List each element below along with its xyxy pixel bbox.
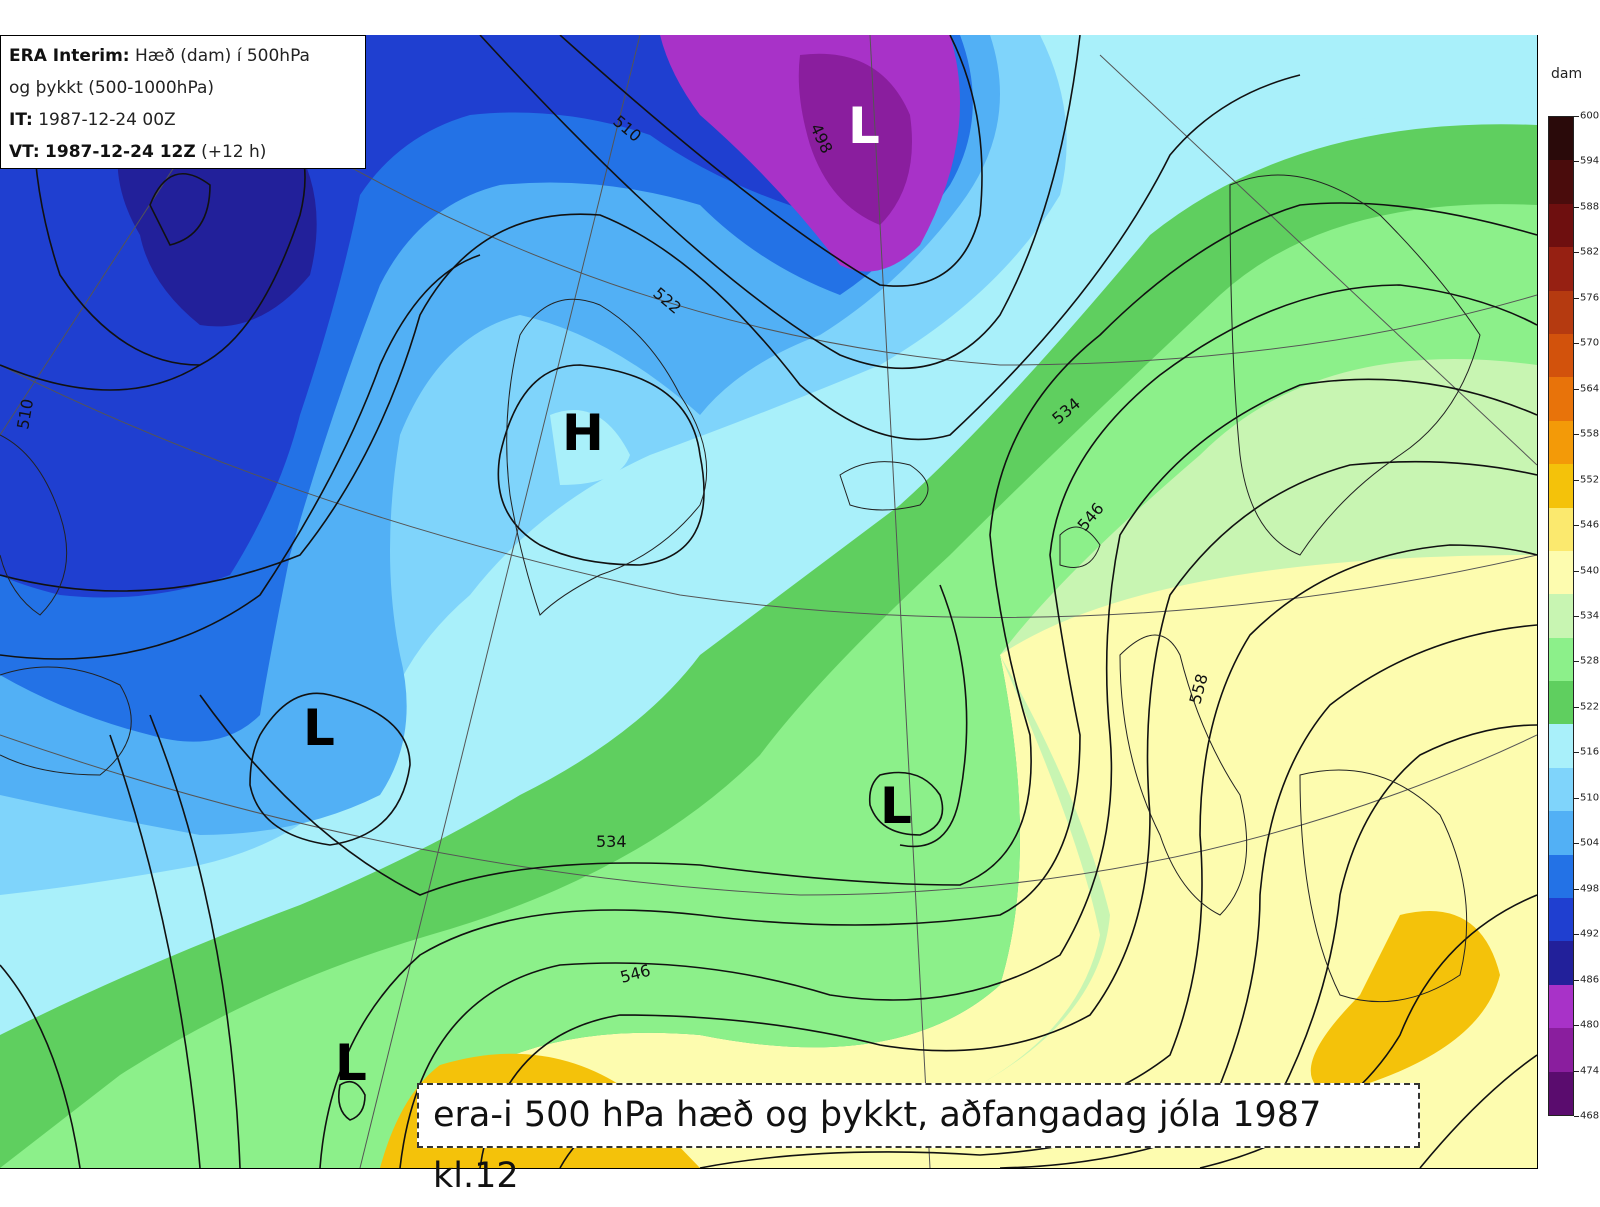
low-pressure-symbol: L: [335, 1034, 367, 1092]
colorbar: [1548, 116, 1574, 1116]
colorbar-tick-label: 468: [1580, 1110, 1600, 1122]
colorbar-tick-label: 528: [1580, 655, 1600, 667]
colorbar-tick: [1574, 888, 1579, 890]
colorbar-tick-label: 600: [1580, 110, 1600, 122]
map-info-box: ERA Interim: Hæð (dam) í 500hPa og þykkt…: [0, 35, 366, 169]
colorbar-segment: [1549, 984, 1573, 1029]
colorbar-tick-label: 558: [1580, 428, 1600, 440]
colorbar-tick-label: 504: [1580, 837, 1600, 849]
colorbar-segment: [1549, 160, 1573, 204]
colorbar-tick: [1574, 616, 1579, 617]
colorbar-tick: [1574, 1025, 1579, 1027]
colorbar-segment: [1549, 377, 1573, 421]
caption-box: era-i 500 hPa hæð og þykkt, aðfangadag j…: [417, 1083, 1420, 1196]
colorbar-tick: [1574, 343, 1579, 345]
low-pressure-symbol: L: [848, 97, 880, 155]
colorbar-tick-label: 534: [1580, 610, 1600, 622]
colorbar-tick: [1574, 934, 1579, 936]
colorbar-segment: [1549, 464, 1573, 508]
colorbar-tick-label: 546: [1580, 519, 1600, 531]
colorbar-tick: [1574, 252, 1579, 254]
colorbar-tick-label: 588: [1580, 201, 1600, 213]
colorbar-tick: [1574, 434, 1579, 436]
colorbar-segment: [1549, 811, 1573, 855]
colorbar-tick: [1574, 843, 1579, 845]
colorbar-tick-label: 486: [1580, 974, 1600, 986]
low-pressure-symbol: L: [880, 777, 912, 835]
colorbar-tick: [1574, 525, 1579, 527]
thickness-fill: [0, 35, 1537, 1168]
colorbar-segment: [1549, 681, 1573, 725]
colorbar-segment: [1549, 1028, 1573, 1072]
contour-label: 534: [596, 832, 627, 851]
colorbar-segment: [1549, 247, 1573, 291]
colorbar-segment: [1549, 333, 1573, 378]
coastlines: [0, 174, 1481, 1003]
info-title: ERA Interim: Hæð (dam) í 500hPa: [9, 46, 310, 66]
colorbar-tick: [1574, 297, 1579, 299]
colorbar-segment: [1549, 550, 1573, 595]
colorbar-segment: [1549, 117, 1573, 161]
colorbar-tick: [1574, 979, 1579, 981]
colorbar-segment: [1549, 1071, 1573, 1115]
colorbar-tick: [1574, 388, 1579, 390]
info-it: IT: 1987-12-24 00Z: [9, 110, 176, 130]
low-pressure-symbol: L: [303, 699, 335, 757]
colorbar-tick-label: 570: [1580, 337, 1600, 349]
colorbar-tick-label: 582: [1580, 246, 1600, 258]
colorbar-tick-label: 498: [1580, 883, 1600, 895]
colorbar-tick: [1574, 161, 1579, 163]
colorbar-tick-label: 564: [1580, 383, 1600, 395]
colorbar-tick-label: 480: [1580, 1019, 1600, 1031]
high-pressure-symbol: H: [562, 404, 604, 462]
weather-map: 510 522 534 546 558 498 534 546 552 510 …: [0, 35, 1537, 1168]
colorbar-tick-label: 540: [1580, 565, 1600, 577]
colorbar-tick-label: 594: [1580, 155, 1600, 167]
colorbar-tick: [1574, 116, 1579, 117]
colorbar-tick: [1574, 1070, 1579, 1072]
colorbar-tick-label: 552: [1580, 474, 1600, 486]
colorbar-tick-label: 474: [1580, 1065, 1600, 1077]
height-contours: [0, 35, 1537, 1168]
info-vt: VT: 1987-12-24 12Z (+12 h): [9, 142, 267, 162]
colorbar-segment: [1549, 941, 1573, 985]
graticule: [0, 35, 1537, 1168]
colorbar-tick: [1574, 206, 1579, 208]
map-frame: 510 522 534 546 558 498 534 546 552 510 …: [0, 35, 1538, 1169]
colorbar-tick: [1574, 1116, 1579, 1117]
colorbar-tick: [1574, 706, 1579, 708]
colorbar-tick-label: 516: [1580, 746, 1600, 758]
colorbar-tick: [1574, 797, 1579, 799]
colorbar-segment: [1549, 507, 1573, 551]
colorbar-unit: dam: [1551, 66, 1583, 82]
colorbar-tick: [1574, 752, 1579, 754]
colorbar-segment: [1549, 203, 1573, 248]
colorbar-segment: [1549, 637, 1573, 682]
colorbar-tick-label: 492: [1580, 928, 1600, 940]
colorbar-segment: [1549, 767, 1573, 812]
colorbar-tick: [1574, 570, 1579, 572]
colorbar-segment: [1549, 854, 1573, 899]
colorbar-tick-label: 576: [1580, 292, 1600, 304]
colorbar-segment: [1549, 290, 1573, 334]
colorbar-tick-label: 522: [1580, 701, 1600, 713]
colorbar-segment: [1549, 898, 1573, 942]
colorbar-segment: [1549, 420, 1573, 465]
colorbar-tick: [1574, 479, 1579, 481]
colorbar-segment: [1549, 724, 1573, 768]
colorbar-tick-label: 510: [1580, 792, 1600, 804]
info-subtitle: og þykkt (500-1000hPa): [9, 78, 214, 98]
colorbar-tick: [1574, 661, 1579, 663]
pressure-systems: L H L L L: [303, 97, 912, 1092]
colorbar-segment: [1549, 594, 1573, 638]
